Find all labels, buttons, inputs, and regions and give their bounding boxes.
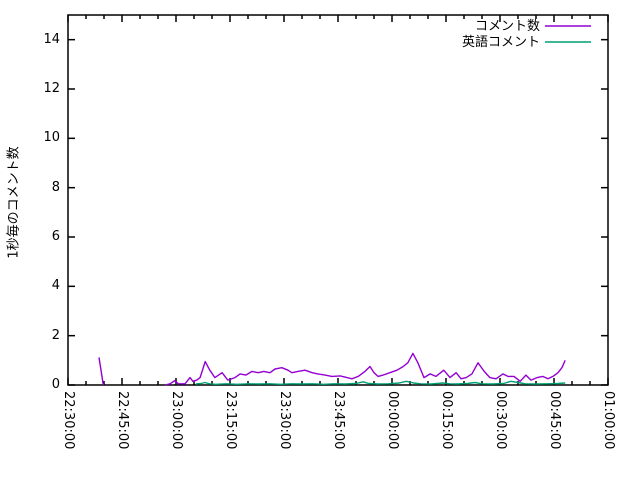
legend-label-comment-count: コメント数 — [474, 19, 540, 34]
y-tick-label: 2 — [51, 327, 60, 343]
y-tick-label: 4 — [51, 278, 60, 294]
x-tick-label: 23:15:00 — [222, 391, 238, 450]
y-tick-label: 6 — [51, 229, 60, 244]
y-tick-label: 12 — [43, 81, 60, 96]
x-tick-label: 23:45:00 — [330, 391, 346, 450]
series-line-0 — [98, 357, 104, 386]
series-line-0 — [165, 352, 566, 386]
x-tick-label: 00:15:00 — [438, 391, 454, 450]
x-tick-label: 01:00:00 — [600, 391, 616, 450]
y-tick-label: 14 — [43, 31, 60, 47]
x-tick-label: 00:00:00 — [384, 391, 400, 450]
x-tick-label: 00:30:00 — [492, 391, 508, 450]
x-tick-label: 00:45:00 — [546, 391, 562, 450]
plot-border — [67, 14, 609, 386]
x-tick-label: 22:45:00 — [114, 391, 130, 450]
x-tick-label: 22:30:00 — [60, 391, 76, 450]
legend-label-english-comment: 英語コメント — [461, 35, 540, 50]
y-tick-label: 8 — [51, 179, 60, 195]
series-line-1 — [195, 380, 566, 385]
x-tick-label: 23:00:00 — [168, 391, 184, 450]
y-tick-label: 0 — [51, 377, 60, 392]
x-tick-label: 23:30:00 — [276, 391, 292, 450]
y-tick-label: 10 — [43, 130, 60, 146]
